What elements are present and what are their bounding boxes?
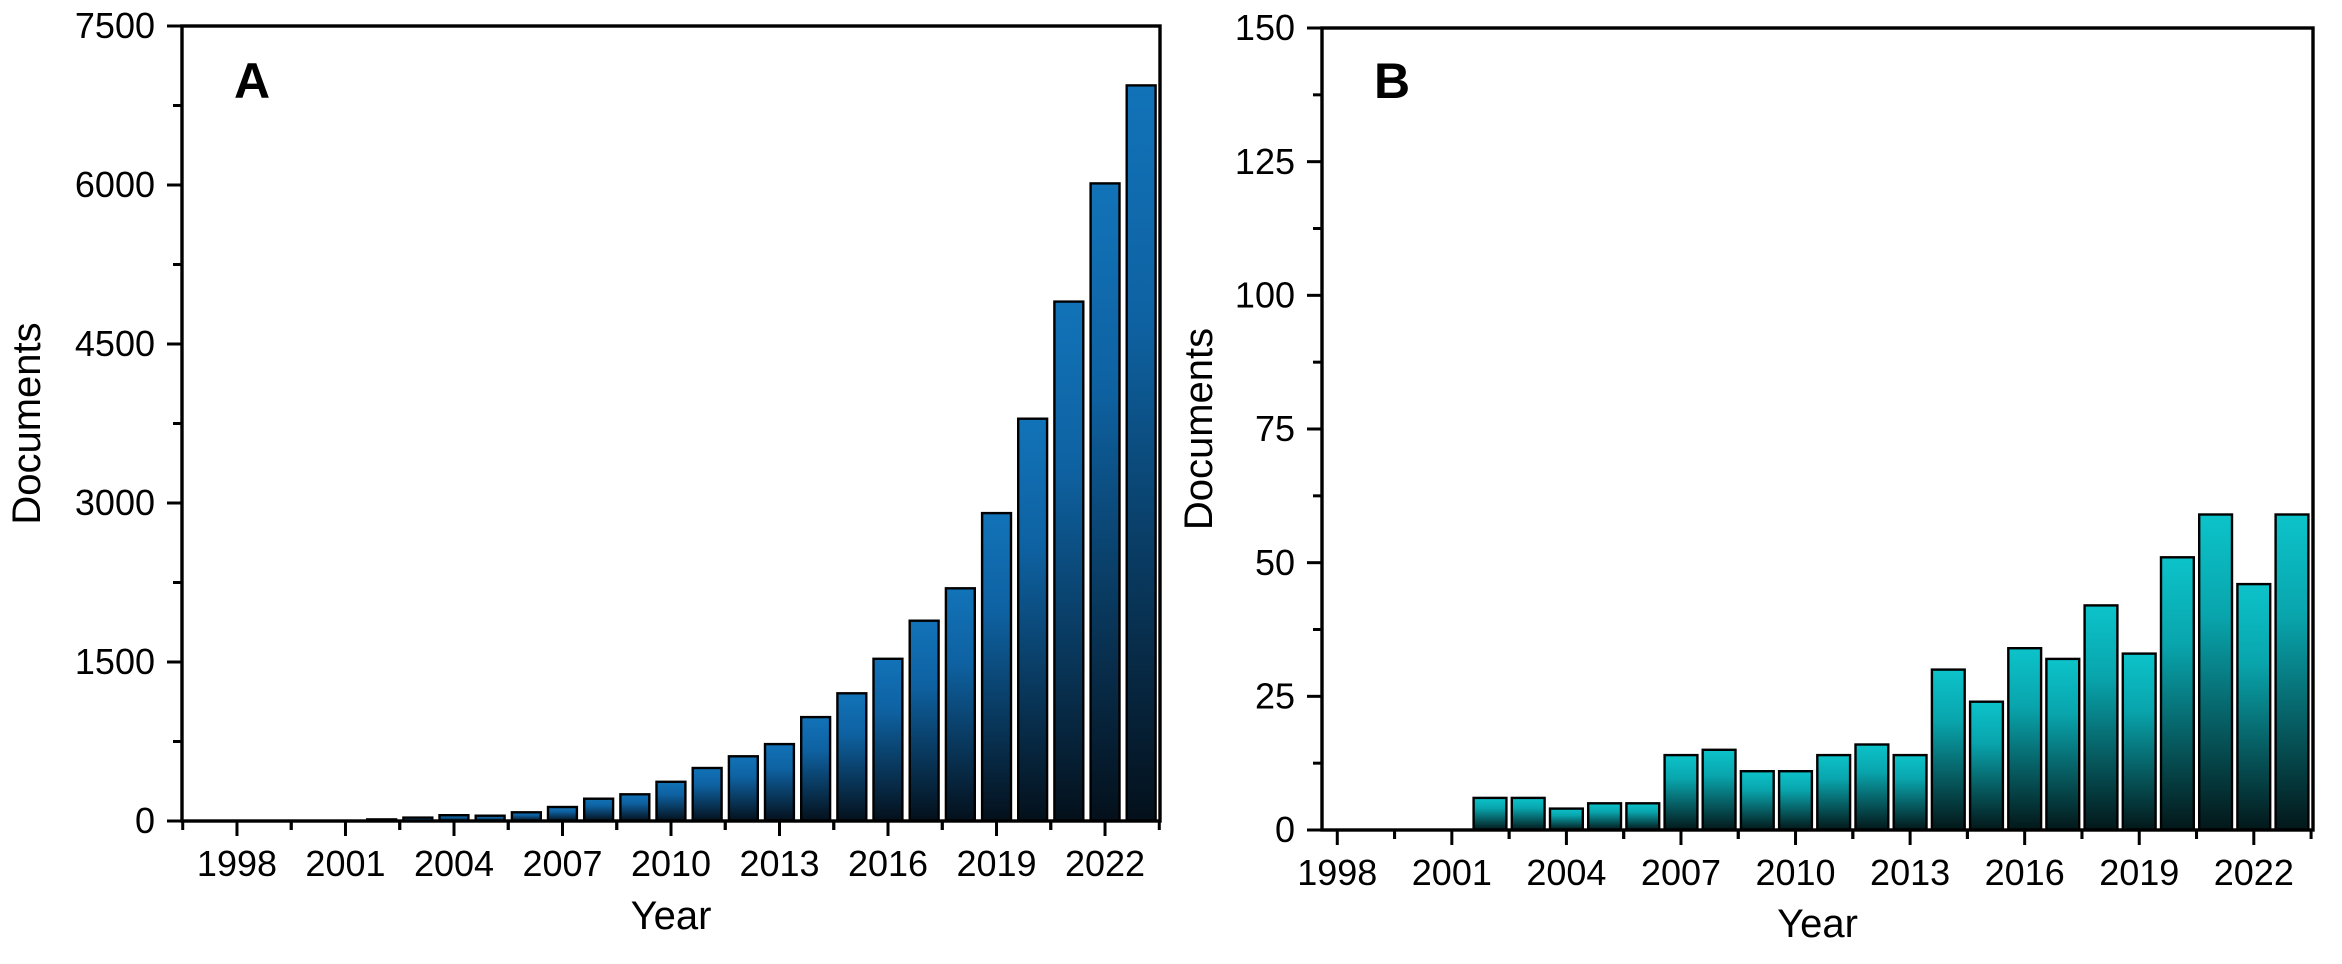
bar-2007 [1663, 753, 1699, 832]
x-tick-label: 2010 [631, 843, 711, 884]
x-tick-label: 2007 [522, 843, 602, 884]
bar-2018 [944, 587, 977, 823]
ticks-group [167, 24, 1161, 836]
x-tick-label: 1998 [1297, 852, 1377, 893]
bar-2013 [1892, 753, 1928, 832]
bar-2017 [908, 619, 940, 823]
bar-2020 [2159, 556, 2195, 832]
y-tick-label: 1500 [75, 641, 155, 682]
bar-2023 [2274, 513, 2310, 832]
ticks-group [1307, 26, 2313, 845]
bar-2021 [2197, 513, 2234, 832]
x-tick-label: 2013 [1870, 852, 1950, 893]
chart-panel-a: 0 1500 3000 4500 6000 7500 1998 2001 2004 2007 201… [5, 5, 1162, 938]
y-tick-label: 0 [135, 800, 155, 841]
x-axis-title: Year [1777, 902, 1858, 946]
x-tick-label: 2013 [739, 843, 819, 884]
y-tick-label: 75 [1255, 408, 1295, 449]
x-tick-label: 2019 [2099, 852, 2179, 893]
bar-2019 [2121, 652, 2157, 832]
y-tick-label: 0 [1275, 809, 1295, 850]
x-tick-label: 2010 [1755, 852, 1835, 893]
bar-2010 [1777, 770, 1814, 832]
x-tick-label: 1998 [197, 843, 277, 884]
bar-2007 [546, 805, 579, 823]
y-axis-title: Documents [5, 322, 49, 524]
bar-2011 [1816, 753, 1852, 832]
bar-2003 [1510, 796, 1546, 832]
bar-2016 [872, 657, 904, 823]
bar-2009 [1739, 770, 1775, 832]
bar-2016 [2007, 647, 2043, 832]
x-tick-label: 2001 [1412, 852, 1492, 893]
bar-2008 [1701, 748, 1737, 832]
bar-2008 [583, 797, 615, 823]
y-tick-label: 4500 [75, 323, 155, 364]
x-tick-label: 2004 [414, 843, 494, 884]
tick-labels-group: 0 1500 3000 4500 6000 7500 1998 2001 2004 2007 201… [75, 5, 1145, 884]
bar-2021 [1053, 300, 1085, 823]
bar-2014 [1930, 668, 1966, 832]
panel-label-b: B [1374, 53, 1410, 109]
x-tick-label: 2022 [2214, 852, 2294, 893]
bars-group [1472, 513, 2310, 832]
y-tick-label: 125 [1235, 141, 1295, 182]
tick-labels-group: 0 25 50 75 100 125 150 1998 2001 2004 2007 2010 2013… [1235, 7, 2294, 893]
plot-box [180, 24, 1162, 823]
x-tick-label: 2001 [305, 843, 385, 884]
y-tick-label: 7500 [75, 5, 155, 46]
x-tick-label: 2016 [1985, 852, 2065, 893]
y-axis-title: Documents [1177, 328, 1221, 530]
bar-2023 [1125, 84, 1157, 823]
bar-2015 [836, 692, 868, 823]
bar-2014 [800, 715, 832, 823]
bar-2013 [763, 742, 796, 823]
x-tick-label: 2007 [1641, 852, 1721, 893]
y-tick-label: 150 [1235, 7, 1295, 48]
bar-2011 [691, 766, 723, 823]
bar-2010 [655, 780, 687, 823]
bar-2002 [1472, 796, 1508, 832]
y-tick-label: 3000 [75, 482, 155, 523]
bar-2009 [619, 793, 651, 823]
bar-2022 [1089, 182, 1121, 823]
bar-2006 [1625, 802, 1661, 832]
bars-group [366, 84, 1157, 823]
chart-panel-b: 0 25 50 75 100 125 150 1998 2001 2004 2007 2010 2013… [1177, 7, 2315, 946]
bar-2020 [1017, 417, 1049, 823]
x-tick-label: 2019 [956, 843, 1036, 884]
y-tick-label: 6000 [75, 164, 155, 205]
y-tick-label: 100 [1235, 275, 1295, 316]
x-tick-label: 2016 [848, 843, 928, 884]
bar-2017 [2045, 657, 2081, 832]
x-tick-label: 2022 [1065, 843, 1145, 884]
y-tick-label: 25 [1255, 676, 1295, 717]
bar-2012 [727, 755, 760, 823]
bar-2019 [980, 511, 1013, 823]
bar-2015 [1968, 700, 2005, 832]
bar-2012 [1854, 743, 1890, 832]
bar-2018 [2083, 604, 2119, 832]
bar-2022 [2236, 582, 2272, 832]
bar-2004 [1548, 807, 1584, 832]
y-tick-label: 50 [1255, 542, 1295, 583]
x-tick-label: 2004 [1526, 852, 1606, 893]
x-axis-title: Year [631, 894, 712, 938]
bar-2005 [1586, 802, 1623, 832]
panel-label-a: A [234, 53, 270, 109]
